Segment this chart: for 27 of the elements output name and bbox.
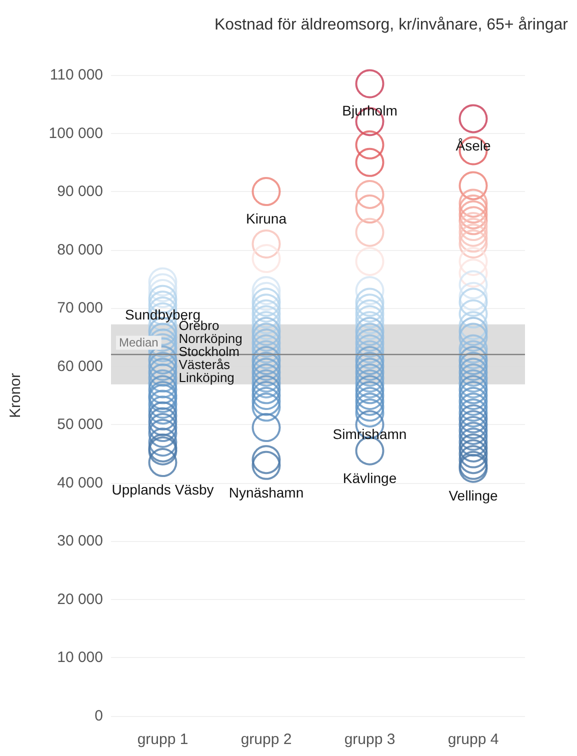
- y-tick-label: 90 000: [57, 183, 103, 200]
- y-tick-label: 50 000: [57, 416, 103, 434]
- x-tick-label: grupp 2: [240, 731, 292, 748]
- y-tick-label: 70 000: [57, 300, 103, 317]
- annotation: Linköping: [178, 370, 234, 386]
- annotation: Vellinge: [448, 487, 498, 504]
- annotation: Västerås: [178, 357, 231, 372]
- y-tick-label: 110 000: [50, 66, 103, 84]
- y-tick-label: 0: [94, 708, 103, 724]
- annotation: Upplands Väsby: [112, 482, 214, 498]
- y-tick-label: 20 000: [57, 590, 103, 608]
- annotation: Kävlinge: [342, 470, 397, 486]
- ref-line-label: Median: [119, 336, 158, 350]
- y-tick-label: 40 000: [57, 474, 103, 492]
- y-tick-label: 60 000: [57, 358, 103, 375]
- annotation: Nynäshamn: [228, 484, 304, 500]
- annotation: Kiruna: [246, 210, 287, 227]
- chart-title: Kostnad för äldreomsorg, kr/invånare, 65+ åringar: [214, 16, 569, 34]
- y-tick-label: 100 000: [48, 124, 103, 142]
- y-axis-title: Kronor: [7, 372, 24, 418]
- y-tick-label: 10 000: [57, 649, 103, 666]
- x-tick-label: grupp 4: [448, 731, 499, 748]
- x-tick-label: grupp 3: [344, 731, 396, 748]
- x-tick-label: grupp 1: [137, 731, 188, 748]
- y-tick-label: 30 000: [57, 532, 103, 550]
- annotation: Norrköping: [178, 331, 242, 346]
- y-tick-label: 80 000: [57, 241, 103, 258]
